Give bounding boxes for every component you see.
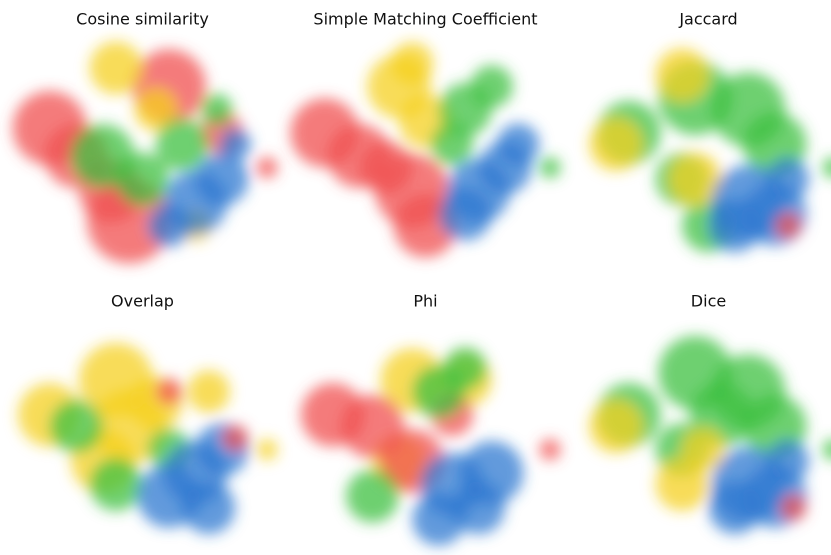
chart-title: Phi <box>413 292 437 311</box>
point <box>134 88 177 131</box>
point <box>187 370 230 413</box>
point <box>766 158 810 201</box>
point <box>708 199 762 253</box>
point <box>682 428 725 471</box>
point <box>359 141 413 195</box>
point <box>774 212 802 239</box>
point <box>430 123 474 166</box>
point-cloud <box>12 41 278 264</box>
point <box>822 439 831 460</box>
point <box>766 440 810 483</box>
point-cloud <box>300 347 561 546</box>
point <box>708 481 762 535</box>
point <box>655 48 709 102</box>
point-cloud <box>17 342 278 535</box>
point <box>155 378 183 405</box>
chart-title: Jaccard <box>678 10 737 29</box>
point <box>470 65 513 108</box>
point <box>589 117 643 171</box>
point <box>412 492 466 546</box>
point <box>822 157 831 178</box>
point <box>668 152 722 206</box>
point <box>222 424 249 452</box>
point <box>780 494 807 521</box>
point <box>391 42 434 85</box>
point <box>155 117 209 171</box>
point <box>438 187 492 241</box>
chart-title: Overlap <box>111 292 174 311</box>
chart-title: Simple Matching Coefficient <box>313 10 537 29</box>
point <box>147 204 191 247</box>
point-cloud <box>589 335 831 535</box>
point <box>89 457 143 511</box>
point <box>195 152 249 206</box>
point <box>589 399 643 453</box>
point <box>346 469 399 523</box>
point-cloud <box>290 42 561 258</box>
point <box>219 128 252 161</box>
point <box>89 41 143 95</box>
chart-title: Cosine similarity <box>76 10 209 29</box>
point <box>200 93 233 126</box>
point <box>655 457 709 511</box>
point <box>116 152 169 206</box>
point <box>49 399 103 453</box>
point-cloud <box>589 48 831 253</box>
point <box>497 123 540 166</box>
point <box>256 157 278 179</box>
point <box>182 481 236 535</box>
point <box>539 157 561 179</box>
point <box>539 439 561 461</box>
point <box>452 481 505 535</box>
point <box>444 347 487 390</box>
point <box>256 439 278 461</box>
chart-title: Dice <box>691 292 726 311</box>
